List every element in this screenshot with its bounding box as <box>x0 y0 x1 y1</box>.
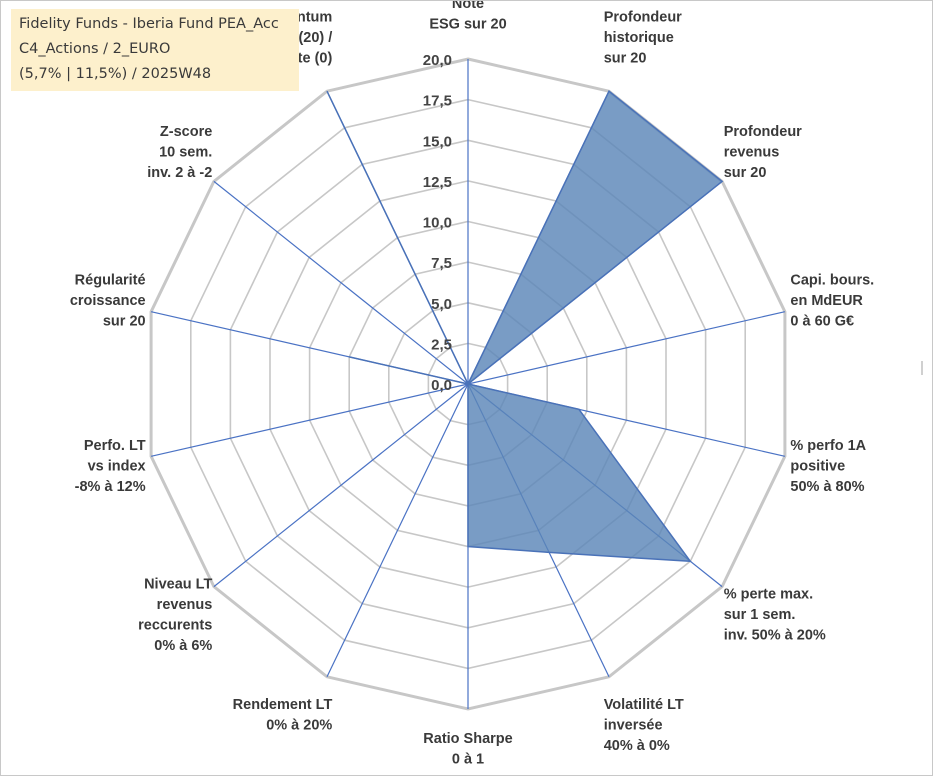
tick-label: 10,0 <box>423 215 452 232</box>
axis-label-line: Note <box>452 1 484 12</box>
axis-label-line: revenus <box>157 597 213 613</box>
axis-label-line: -8% à 12% <box>75 479 146 495</box>
axis-label-line: sur 20 <box>103 314 146 330</box>
axis-label-line: inv. 2 à -2 <box>147 165 212 181</box>
axis-label: Régularité croissance sur 20 <box>70 273 146 330</box>
tick-label: 20,0 <box>423 52 452 69</box>
axis-label-text: Capi. bours. en MdEUR 0 à 60 G€ <box>790 273 874 330</box>
axis-label-text: Ratio Sharpe 0 à 1 <box>423 731 512 768</box>
axis-label-line: Ratio Sharpe <box>423 731 512 747</box>
axis-spoke <box>150 383 469 457</box>
axis-label-line: sur 20 <box>604 51 647 67</box>
axis-label: Capi. bours. en MdEUR 0 à 60 G€ <box>790 273 874 330</box>
axis-label-line: 0 à 1 <box>452 752 484 768</box>
axis-label-text: Z-score 10 sem. inv. 2 à -2 <box>147 124 212 181</box>
axis-spoke <box>213 383 469 588</box>
axis-label-line: reccurents <box>138 617 212 633</box>
scroll-marker <box>921 361 923 375</box>
axis-label-line: inv. 50% à 20% <box>724 628 826 644</box>
axis-label-line: Profondeur <box>724 124 802 140</box>
tick-label: 5,0 <box>431 296 452 313</box>
axis-label-line: positive <box>790 458 845 474</box>
axis-label-line: Niveau LT <box>144 576 212 592</box>
axis-label-line: sur 20 <box>724 165 767 181</box>
axis-label-line: Perfo. LT <box>84 438 146 454</box>
axis-label-line: Volatilité LT <box>604 697 684 713</box>
axis-label-line: croissance <box>70 293 146 309</box>
axis-label-line: 0 à 60 G€ <box>790 314 854 330</box>
axis-label: % perfo 1A positive 50% à 80% <box>790 438 866 495</box>
axis-label-text: Niveau LT revenus reccurents 0% à 6% <box>138 576 212 654</box>
fund-stats: (5,7% | 11,5%) / 2025W48 <box>19 66 212 82</box>
axis-label-line: 40% à 0% <box>604 738 670 754</box>
axis-label-line: revenus <box>724 144 780 160</box>
axis-label-line: 50% à 80% <box>790 479 864 495</box>
tick-label: 12,5 <box>423 174 452 191</box>
axis-label-text: % perfo 1A positive 50% à 80% <box>790 438 866 495</box>
axis-label-line: Profondeur <box>604 10 682 26</box>
axis-label-line: % perte max. <box>724 587 813 603</box>
axis-label-line: % perfo 1A <box>790 438 866 454</box>
tick-labels: 0,0 2,5 5,0 7,5 10,0 12,5 15,0 17,5 20,0 <box>423 52 452 394</box>
axis-label-text: Rendement LT 0% à 20% <box>233 697 333 734</box>
axis-spoke <box>326 383 469 678</box>
axis-label-line: 0% à 20% <box>266 717 332 733</box>
axis-label-line: inversée <box>604 717 663 733</box>
axis-label-line: 0% à 6% <box>154 638 212 654</box>
axis-label-line: Rendement LT <box>233 697 333 713</box>
axis-spoke <box>213 180 469 385</box>
tick-label: 2,5 <box>431 336 452 353</box>
axis-label: Z-score 10 sem. inv. 2 à -2 <box>147 124 212 181</box>
axis-label: Volatilité LT inversée 40% à 0% <box>604 697 684 754</box>
axis-label: Note ESG sur 20 <box>429 1 506 33</box>
data-polygon <box>326 90 724 563</box>
axis-label-text: Régularité croissance sur 20 <box>70 273 146 330</box>
axis-label-line: Capi. bours. <box>790 273 874 289</box>
tick-label: 7,5 <box>431 255 452 272</box>
axis-label-line: Régularité <box>75 273 146 289</box>
axis-label-line: 10 sem. <box>159 144 212 160</box>
axis-label-text: Volatilité LT inversée 40% à 0% <box>604 697 684 754</box>
axis-label: Ratio Sharpe 0 à 1 <box>423 731 512 768</box>
fund-info-box: Fidelity Funds - Iberia Fund PEA_Acc C4_… <box>11 9 299 91</box>
axis-label-text: Profondeur revenus sur 20 <box>724 124 802 181</box>
axis-spoke <box>467 311 786 385</box>
axis-label-text: Note ESG sur 20 <box>429 1 506 33</box>
tick-label: 17,5 <box>423 93 452 110</box>
axis-label: % perte max. sur 1 sem. inv. 50% à 20% <box>724 587 826 644</box>
axis-label: Profondeur historique sur 20 <box>604 10 682 67</box>
axis-label-line: vs index <box>88 458 146 474</box>
fund-name: Fidelity Funds - Iberia Fund PEA_Acc <box>19 16 279 32</box>
axis-label-line: en MdEUR <box>790 293 863 309</box>
axis-label-line: Z-score <box>160 124 212 140</box>
axis-label: Niveau LT revenus reccurents 0% à 6% <box>138 576 212 654</box>
fund-category: C4_Actions / 2_EURO <box>19 41 171 57</box>
axis-label-text: % perte max. sur 1 sem. inv. 50% à 20% <box>724 587 826 644</box>
tick-label: 0,0 <box>431 377 452 394</box>
tick-label: 15,0 <box>423 133 452 150</box>
axis-label-text: Perfo. LT vs index -8% à 12% <box>75 438 146 495</box>
axis-label-line: ESG sur 20 <box>429 17 506 33</box>
axis-label: Profondeur revenus sur 20 <box>724 124 802 181</box>
axis-label-line: sur 1 sem. <box>724 607 796 623</box>
axis-label-text: Profondeur historique sur 20 <box>604 10 682 67</box>
axis-label-line: historique <box>604 30 674 46</box>
axis-label: Rendement LT 0% à 20% <box>233 697 333 734</box>
axis-label: Perfo. LT vs index -8% à 12% <box>75 438 146 495</box>
